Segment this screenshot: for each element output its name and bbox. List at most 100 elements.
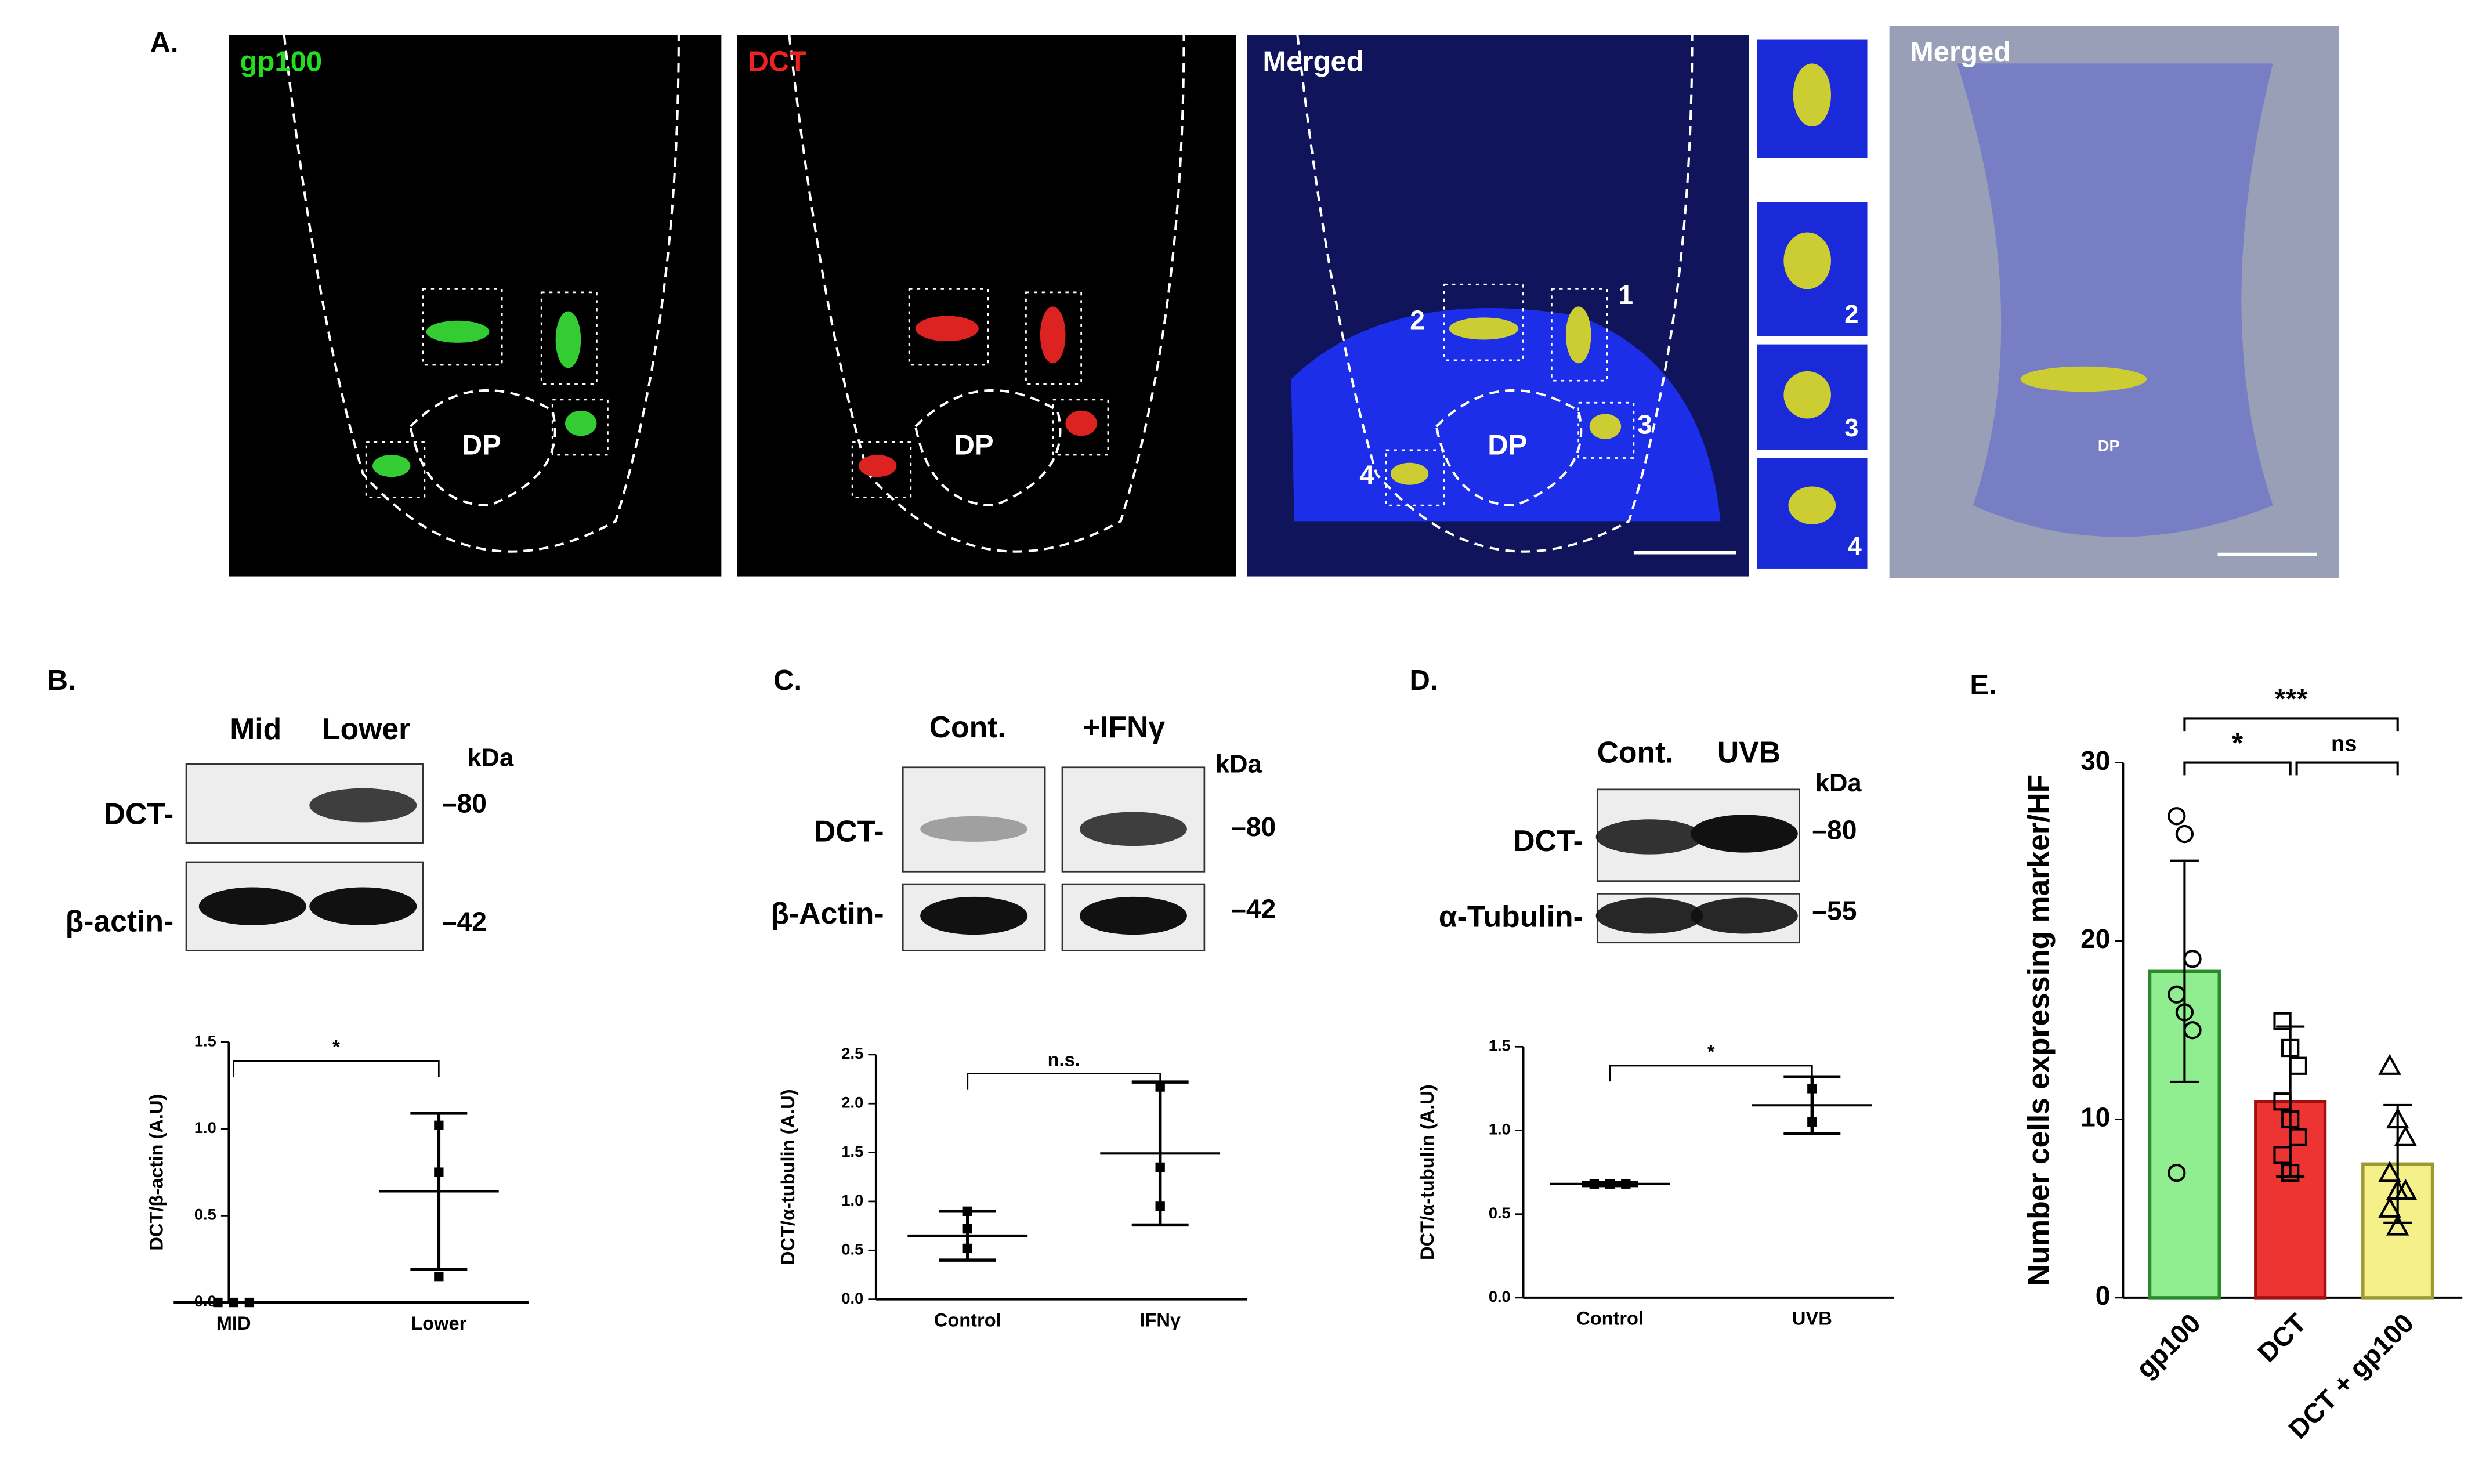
point xyxy=(2386,1214,2409,1236)
row-label: β-Actin- xyxy=(770,896,884,930)
point xyxy=(2183,950,2202,968)
y-tick-label: 0.5 xyxy=(194,1206,216,1224)
point xyxy=(2183,1021,2202,1040)
outlines xyxy=(283,35,1694,553)
significance-bracket xyxy=(1609,1065,1813,1082)
y-tick-label: 1.5 xyxy=(1489,1036,1511,1054)
band xyxy=(1079,896,1187,935)
significance-label: * xyxy=(1707,1041,1715,1062)
point xyxy=(2386,1107,2409,1129)
point xyxy=(2175,1003,2194,1022)
y-axis-label: DCT/α-tubulin (A.U) xyxy=(1416,1084,1438,1260)
image-title: DCT xyxy=(748,46,807,77)
boxes xyxy=(365,283,1635,506)
point xyxy=(2281,1164,2300,1182)
marker-label: –80 xyxy=(442,788,487,818)
y-tick-label: 1.0 xyxy=(194,1119,216,1136)
panel-label: D. xyxy=(1410,665,1438,696)
significance-bracket xyxy=(233,1060,440,1077)
y-tick-label: 30 xyxy=(2080,745,2110,776)
band xyxy=(309,887,417,925)
point xyxy=(2273,1012,2292,1031)
band xyxy=(1690,897,1798,934)
y-tick-label: 1.0 xyxy=(1489,1120,1511,1138)
point xyxy=(2378,1054,2401,1075)
band xyxy=(309,788,417,823)
y-tick-label: 0.5 xyxy=(1489,1204,1511,1222)
marker-label: –42 xyxy=(442,906,487,936)
significance-label: * xyxy=(332,1036,340,1058)
y-tick-label: 2.0 xyxy=(841,1093,863,1111)
box-number: 3 xyxy=(1637,409,1652,439)
y-tick-label: 0.5 xyxy=(841,1240,863,1258)
dp-label: DP xyxy=(462,429,501,461)
image-gp100 xyxy=(229,35,722,577)
row-label: DCT- xyxy=(814,815,884,848)
band xyxy=(920,816,1028,842)
point xyxy=(2281,1038,2300,1058)
image-title: Merged xyxy=(1263,46,1364,77)
point xyxy=(2394,1178,2418,1200)
x-tick-label: Lower xyxy=(411,1312,466,1334)
unit-label: kDa xyxy=(1215,751,1262,779)
inset-number: 4 xyxy=(1848,533,1862,560)
point xyxy=(2289,1128,2307,1146)
significance-bracket xyxy=(2183,717,2399,732)
point xyxy=(2168,807,2186,826)
lane-label: +IFNγ xyxy=(1083,710,1165,744)
row-label: DCT- xyxy=(104,797,174,831)
point xyxy=(2281,1110,2300,1129)
significance-bracket xyxy=(2183,761,2292,776)
band xyxy=(198,887,306,925)
band xyxy=(1595,819,1703,855)
significance-bracket xyxy=(2295,761,2399,776)
dp-label: DP xyxy=(1488,429,1527,461)
y-axis-label: Number cells expressing marker/HF xyxy=(2021,774,2055,1286)
inset-number: 3 xyxy=(1844,414,1858,442)
lane-label: Lower xyxy=(322,712,410,745)
point xyxy=(2394,1125,2418,1146)
x-tick-label: MID xyxy=(216,1312,251,1334)
significance-label: ns xyxy=(2331,732,2357,757)
significance-bracket xyxy=(967,1073,1161,1090)
x-tick-label: DCT xyxy=(2252,1308,2312,1368)
y-tick-label: 20 xyxy=(2080,924,2110,954)
row-label: DCT- xyxy=(1513,824,1583,857)
y-tick-label: 2.5 xyxy=(841,1044,863,1062)
dp-labels: DP DP DP DP 2 1 3 4 1 2 3 4 xyxy=(462,155,2120,560)
lane-label: Cont. xyxy=(929,710,1006,744)
panel-label: B. xyxy=(48,665,76,696)
box-number: 2 xyxy=(1410,305,1425,335)
dp-label: DP xyxy=(954,429,994,461)
unit-label: kDa xyxy=(1815,769,1862,797)
image-dct xyxy=(737,35,1236,577)
y-axis-label: DCT/α-tubulin (A.U) xyxy=(777,1089,798,1265)
lane-label: Cont. xyxy=(1597,736,1674,769)
cells xyxy=(372,63,2147,524)
panel-a: A. gp100 DCT Merged Merged DP DP DP DP 2… xyxy=(150,26,2340,578)
band xyxy=(1595,897,1703,934)
point xyxy=(2168,1164,2186,1182)
significance-label: n.s. xyxy=(1048,1048,1080,1070)
image-title: Merged xyxy=(1910,37,2011,68)
point xyxy=(2175,824,2194,844)
lane-label: UVB xyxy=(1717,736,1781,769)
y-tick-label: 10 xyxy=(2080,1102,2110,1132)
band xyxy=(920,896,1028,935)
marker-label: –55 xyxy=(1812,895,1857,925)
significance-label: * xyxy=(2232,728,2244,759)
y-tick-label: 0.0 xyxy=(1489,1287,1511,1305)
y-tick-label: 1.5 xyxy=(194,1031,216,1049)
panel-label: E. xyxy=(1970,669,1996,701)
box-number: 4 xyxy=(1359,459,1374,490)
x-tick-label: Control xyxy=(934,1309,1001,1330)
point xyxy=(2289,1056,2307,1075)
tissue xyxy=(1957,63,2273,537)
marker-label: –42 xyxy=(1231,894,1276,924)
x-tick-label: IFNγ xyxy=(1139,1309,1181,1330)
image-title: gp100 xyxy=(240,46,323,77)
row-label: α-Tubulin- xyxy=(1439,900,1583,933)
y-tick-label: 0 xyxy=(2096,1280,2111,1311)
